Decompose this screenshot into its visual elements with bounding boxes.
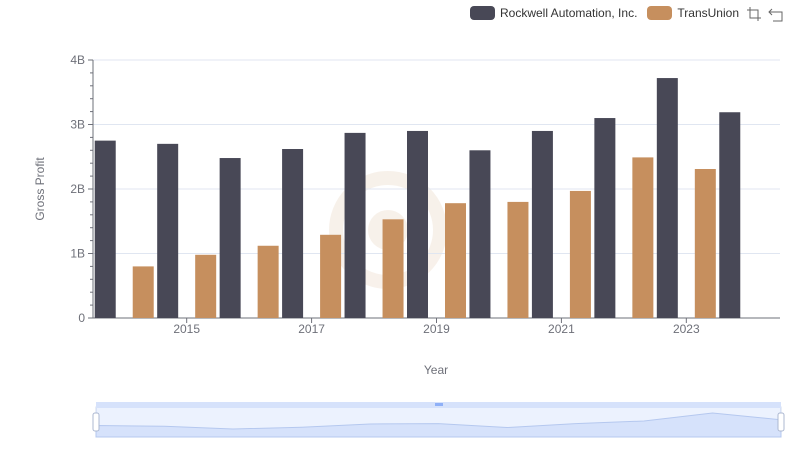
legend-label-rockwell: Rockwell Automation, Inc.: [500, 6, 638, 20]
x-tick-label: 2017: [298, 322, 325, 336]
y-tick-label: 3B: [70, 118, 85, 132]
bar-rockwell-2016[interactable]: [219, 158, 241, 318]
data-zoom-grip-icon: [435, 403, 443, 406]
bar-rockwell-2015[interactable]: [157, 143, 179, 318]
legend-item-rockwell[interactable]: Rockwell Automation, Inc.: [470, 6, 637, 20]
y-tick-label: 1B: [70, 247, 85, 261]
x-tick-label: 2015: [173, 322, 200, 336]
bar-transunion-2020[interactable]: [507, 201, 529, 318]
legend-label-transunion: TransUnion: [677, 6, 739, 20]
x-tick-label: 2019: [423, 322, 450, 336]
legend-swatch-transunion: [647, 6, 673, 20]
x-axis: 2015 2017 2019 2021 2023: [93, 317, 780, 336]
data-zoom-slider[interactable]: [92, 402, 785, 438]
data-zoom-left-handle[interactable]: [92, 412, 100, 432]
y-tick-label: 2B: [70, 182, 85, 196]
bar-transunion-2016[interactable]: [257, 245, 279, 318]
bar-rockwell-2023[interactable]: [656, 78, 678, 318]
bar-rockwell-2017[interactable]: [282, 149, 304, 318]
bar-rockwell-2018[interactable]: [344, 132, 366, 318]
y-axis-title: Gross Profit: [33, 157, 47, 221]
bar-rockwell-2019[interactable]: [407, 130, 428, 318]
zoom-icon[interactable]: [746, 6, 762, 22]
bar-transunion-2015[interactable]: [195, 254, 217, 318]
bar-rockwell-2014[interactable]: [94, 140, 116, 318]
x-axis-title: Year: [424, 363, 448, 377]
bar-transunion-2021[interactable]: [569, 190, 591, 318]
legend-swatch-rockwell: [470, 6, 495, 20]
bars-group: [94, 78, 741, 319]
y-tick-label: 0: [78, 311, 85, 325]
legend-item-transunion[interactable]: TransUnion: [647, 6, 739, 20]
toolbox: [746, 6, 784, 22]
y-axis: 0 1B 2B 3B 4B: [70, 53, 94, 325]
bar-rockwell-2022[interactable]: [594, 118, 616, 318]
data-zoom-right-handle[interactable]: [777, 412, 785, 432]
bar-rockwell-2024[interactable]: [719, 112, 741, 319]
bar-transunion-2023[interactable]: [694, 169, 716, 318]
legend: Rockwell Automation, Inc. TransUnion: [470, 4, 749, 22]
y-tick-label: 4B: [70, 53, 85, 67]
bar-transunion-2019[interactable]: [445, 203, 466, 318]
restore-icon[interactable]: [768, 6, 784, 22]
x-tick-label: 2023: [673, 322, 700, 336]
bar-transunion-2022[interactable]: [632, 157, 654, 318]
data-zoom-preview-area: [95, 412, 782, 438]
x-tick-label: 2021: [548, 322, 575, 336]
bar-rockwell-2021[interactable]: [531, 130, 553, 318]
bar-transunion-2014[interactable]: [132, 266, 154, 318]
bar-transunion-2017[interactable]: [320, 234, 342, 318]
bar-rockwell-2020[interactable]: [469, 150, 491, 318]
bar-transunion-2018[interactable]: [382, 219, 404, 318]
